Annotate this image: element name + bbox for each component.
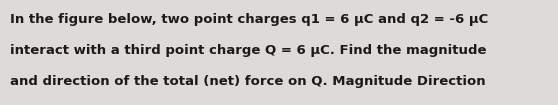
Text: interact with a third point charge Q = 6 μC. Find the magnitude: interact with a third point charge Q = 6… [10,44,487,57]
Text: and direction of the total (net) force on Q. Magnitude Direction: and direction of the total (net) force o… [10,75,485,88]
Text: In the figure below, two point charges q1 = 6 μC and q2 = -6 μC: In the figure below, two point charges q… [10,13,488,26]
